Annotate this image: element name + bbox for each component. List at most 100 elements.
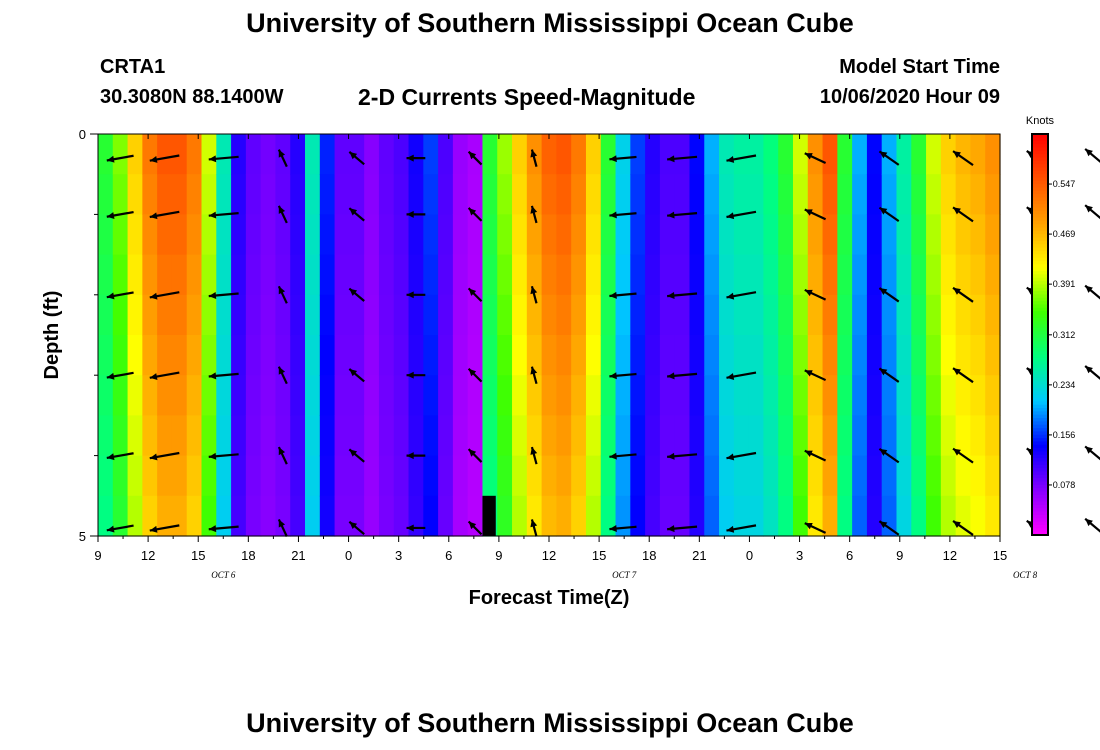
heatmap-cell [216, 294, 232, 336]
x-tick-label: 15 [191, 548, 205, 563]
heatmap-cell [940, 254, 957, 296]
heatmap-cell [940, 335, 957, 376]
heatmap-cell [615, 495, 631, 537]
colorbar-segment [1032, 324, 1048, 329]
heatmap-cell [112, 455, 129, 497]
heatmap-cell [275, 415, 291, 457]
heatmap-cell [674, 495, 691, 537]
heatmap-cell [600, 254, 617, 296]
vector-head [1085, 518, 1093, 527]
heatmap-cell [512, 134, 528, 175]
heatmap-cell [497, 415, 513, 457]
heatmap-cell [378, 214, 395, 256]
heatmap-cell [689, 134, 705, 175]
heatmap-cell [615, 294, 631, 336]
heatmap-cell [260, 375, 277, 416]
colorbar-segment [1032, 234, 1048, 239]
heatmap-cell [334, 335, 350, 376]
x-tick-label: 21 [692, 548, 706, 563]
current-vector [1084, 284, 1100, 300]
heatmap-cell [585, 455, 602, 497]
current-vector [952, 286, 974, 303]
vector-head [879, 151, 888, 159]
colorbar-segment [1032, 277, 1048, 282]
heatmap-cell [171, 214, 188, 256]
heatmap-cell [305, 455, 321, 497]
x-tick-label: 18 [241, 548, 255, 563]
vector-head [278, 366, 286, 375]
heatmap-cell [896, 294, 912, 336]
current-vector [406, 452, 426, 460]
colorbar-segment [1032, 397, 1048, 402]
heatmap-cell [615, 214, 631, 256]
colorbar-segment [1032, 444, 1048, 449]
heatmap-cell [98, 335, 114, 376]
heatmap-cell [615, 375, 631, 416]
heatmap-cell [630, 495, 646, 537]
heatmap-cell [142, 174, 158, 215]
colorbar-segment [1032, 504, 1048, 509]
heatmap-cell [881, 415, 898, 457]
colorbar-segment [1032, 140, 1048, 145]
heatmap-cell [467, 174, 484, 215]
heatmap-cell [127, 375, 143, 416]
vector-head [726, 525, 735, 533]
heatmap-cell [127, 335, 143, 376]
heatmap-cell [556, 134, 572, 175]
heatmap-cell [112, 375, 129, 416]
current-vector [804, 449, 827, 462]
heatmap-cell [940, 495, 957, 537]
heatmap-cell [497, 375, 513, 416]
heatmap-cell [438, 415, 454, 457]
heatmap-cell [955, 174, 972, 215]
heatmap-cell [201, 335, 217, 376]
heatmap-cell [778, 415, 794, 457]
colorbar-segment [1032, 194, 1048, 199]
heatmap-cell [926, 375, 942, 416]
heatmap-cell [305, 375, 321, 416]
heatmap-cell [290, 294, 306, 336]
colorbar-segment [1032, 351, 1048, 356]
heatmap-cell [349, 134, 365, 175]
heatmap-cell [674, 214, 691, 256]
current-vector [106, 524, 134, 533]
heatmap-cell [186, 455, 203, 497]
heatmap-cell [940, 455, 957, 497]
colorbar-segment [1032, 257, 1048, 262]
heatmap-cell [186, 134, 203, 175]
heatmap-cell [630, 335, 646, 376]
current-vector [878, 150, 900, 166]
heatmap-cell [852, 214, 868, 256]
colorbar-segment [1032, 220, 1048, 225]
colorbar-segment [1032, 264, 1048, 269]
vector-head [530, 286, 538, 295]
heatmap-cell [393, 495, 410, 537]
heatmap-cell [881, 174, 898, 215]
heatmap-cell [393, 254, 410, 296]
vector-head [530, 149, 538, 158]
current-vector [952, 150, 974, 167]
colorbar-segment [1032, 200, 1048, 205]
heatmap-cell [807, 455, 824, 497]
heatmap-cell [674, 294, 691, 336]
heatmap-cell [763, 294, 779, 336]
heatmap-cell [334, 134, 350, 175]
heatmap-cell [630, 455, 646, 497]
vector-head [726, 292, 735, 300]
heatmap-cell [231, 294, 247, 336]
heatmap-cell [704, 375, 720, 416]
heatmap-cell [866, 415, 883, 457]
heatmap-cell [822, 495, 838, 537]
heatmap-cell [556, 174, 572, 215]
heatmap-cell [408, 174, 424, 215]
heatmap-cell [305, 495, 321, 537]
colorbar-segment [1032, 160, 1048, 165]
current-vector [667, 292, 698, 299]
heatmap-cell [260, 214, 277, 256]
heatmap-cell [778, 294, 794, 336]
current-vector [804, 288, 827, 301]
colorbar-segment [1032, 531, 1048, 536]
heatmap-cell [526, 455, 543, 497]
heatmap-cell [364, 495, 380, 537]
current-vector [804, 369, 827, 382]
